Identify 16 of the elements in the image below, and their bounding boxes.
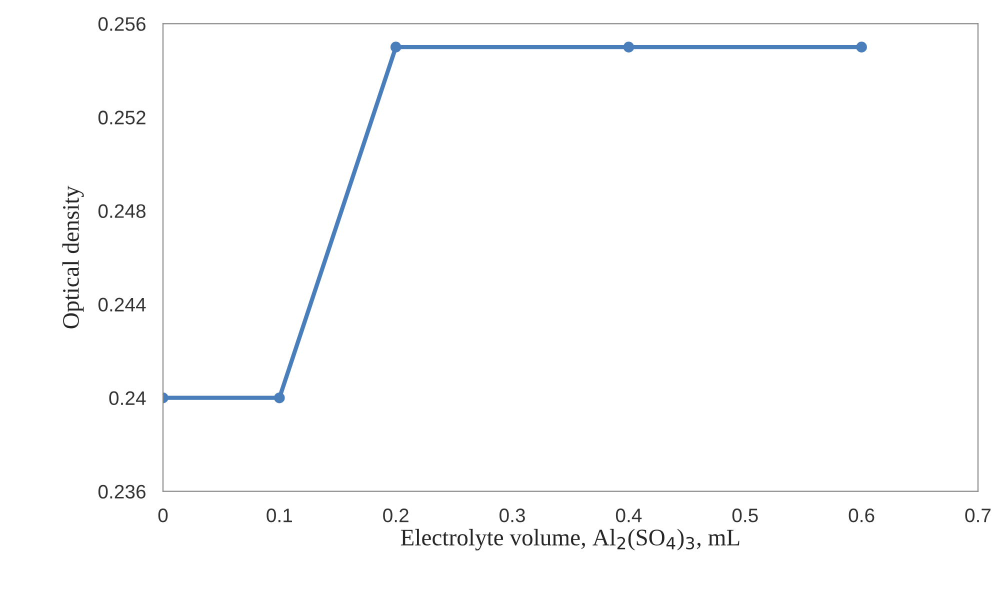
x-tick-label: 0.5	[732, 508, 758, 522]
x-tick-label: 0.7	[965, 508, 991, 522]
x-tick-label: 0	[158, 508, 168, 522]
y-tick-label: 0.24	[109, 391, 146, 406]
x-tick-label: 0.2	[383, 508, 408, 522]
y-tick-label: 0.256	[98, 17, 146, 31]
x-tick-label: 0.4	[616, 508, 642, 522]
y-tick-label: 0.244	[98, 298, 146, 312]
x-tick-label: 0.3	[500, 508, 525, 522]
x-tick-label: 0.6	[848, 508, 874, 522]
x-axis-title: Electrolyte volume, Al$_{2}$(SO$_{4}$)$_{3}$, mL	[400, 528, 740, 550]
x-tick-label: 0.1	[266, 508, 292, 522]
y-tick-label: 0.252	[98, 110, 146, 124]
y-tick-label: 0.248	[98, 204, 146, 218]
y-tick-label: 0.236	[98, 484, 146, 499]
y-axis-title: Optical density	[62, 186, 84, 328]
